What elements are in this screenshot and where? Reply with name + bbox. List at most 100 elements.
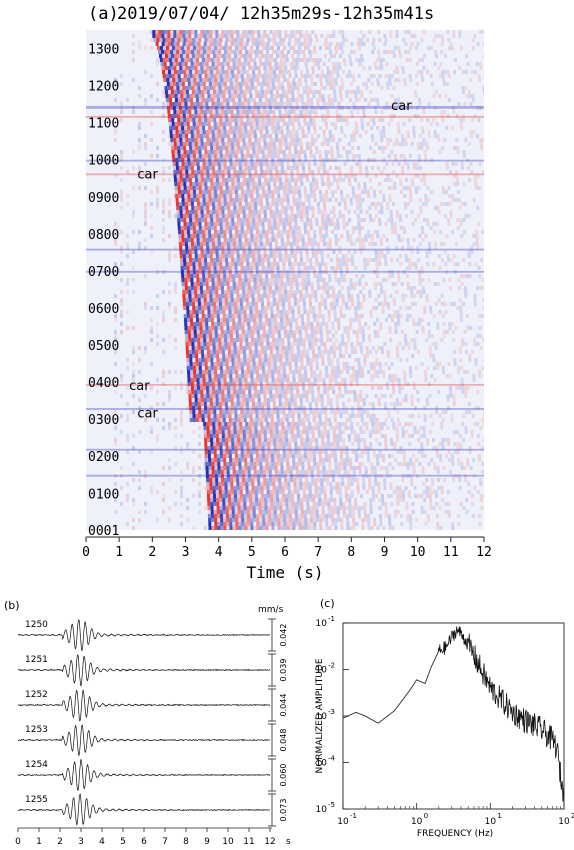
- wave-cell: [214, 134, 218, 138]
- wave-cell: [211, 282, 215, 286]
- wave-cell: [334, 278, 338, 282]
- wave-cell: [246, 218, 250, 222]
- wave-cell: [450, 46, 454, 50]
- wave-cell: [223, 202, 227, 206]
- wave-cell: [449, 170, 453, 174]
- wave-cell: [253, 278, 257, 282]
- wave-cell: [459, 218, 463, 222]
- wave-cell: [168, 250, 171, 254]
- wave-cell: [366, 122, 370, 126]
- wave-cell: [261, 226, 265, 230]
- wave-cell: [210, 150, 214, 154]
- wave-cell: [355, 282, 359, 286]
- wave-cell: [270, 122, 274, 126]
- wave-cell: [262, 106, 266, 110]
- wave-cell: [120, 330, 123, 334]
- wave-cell: [252, 118, 256, 122]
- wave-cell: [264, 154, 268, 158]
- wave-cell: [254, 42, 258, 46]
- wave-cell: [256, 326, 260, 330]
- wave-cell: [261, 270, 265, 274]
- wave-cell: [231, 218, 235, 222]
- wave-cell: [257, 174, 261, 178]
- wave-cell: [196, 230, 200, 234]
- wave-cell: [369, 74, 373, 78]
- wave-cell: [283, 134, 287, 138]
- wave-cell: [295, 242, 299, 246]
- wave-cell: [186, 310, 190, 314]
- wave-cell: [205, 330, 209, 334]
- wave-cell: [241, 322, 245, 326]
- wave-cell: [357, 314, 361, 318]
- wave-cell: [471, 94, 475, 98]
- wave-cell: [271, 334, 275, 338]
- wave-cell: [278, 138, 282, 142]
- wave-cell: [293, 114, 297, 118]
- wave-cell: [309, 262, 313, 266]
- wave-cell: [385, 106, 389, 110]
- wave-cell: [318, 270, 322, 274]
- wave-cell: [199, 242, 203, 246]
- wave-cell: [144, 222, 147, 226]
- wave-cell: [178, 82, 182, 86]
- wave-cell: [215, 142, 219, 146]
- wave-cell: [185, 206, 189, 210]
- wave-cell: [156, 146, 159, 150]
- wave-cell: [299, 294, 303, 298]
- wave-cell: [355, 202, 359, 206]
- wave-cell: [181, 242, 185, 246]
- wave-cell: [235, 322, 239, 326]
- wave-cell: [358, 326, 362, 330]
- wave-cell: [319, 230, 323, 234]
- wave-cell: [203, 90, 207, 94]
- wave-cell: [256, 106, 260, 110]
- wave-cell: [323, 214, 327, 218]
- wave-cell: [168, 38, 172, 42]
- wave-cell: [171, 70, 175, 74]
- wave-cell: [308, 34, 312, 38]
- wave-cell: [206, 178, 210, 182]
- wave-cell: [234, 182, 238, 186]
- wave-cell: [386, 142, 390, 146]
- wave-cell: [267, 182, 271, 186]
- wave-cell: [295, 326, 299, 330]
- wave-cell: [193, 162, 197, 166]
- wave-cell: [231, 186, 235, 190]
- wave-cell: [190, 242, 194, 246]
- wave-cell: [229, 78, 233, 82]
- wave-cell: [218, 110, 222, 114]
- wave-cell: [208, 194, 212, 198]
- wave-cell: [348, 58, 352, 62]
- wave-cell: [250, 82, 254, 86]
- wave-cell: [362, 298, 366, 302]
- wave-cell: [285, 186, 289, 190]
- wave-cell: [399, 262, 403, 266]
- wave-cell: [252, 318, 256, 322]
- wave-cell: [296, 66, 300, 70]
- wave-cell: [241, 230, 245, 234]
- wave-cell: [302, 206, 306, 210]
- wave-cell: [269, 302, 273, 306]
- wave-cell: [302, 338, 306, 342]
- wave-cell: [132, 230, 135, 234]
- wave-cell: [416, 246, 420, 250]
- wave-cell: [386, 246, 390, 250]
- wave-cell: [338, 66, 342, 70]
- wave-cell: [153, 38, 157, 42]
- wave-cell: [202, 234, 206, 238]
- wave-cell: [326, 142, 330, 146]
- wave-cell: [227, 294, 231, 298]
- wave-cell: [359, 210, 363, 214]
- wave-cell: [200, 174, 204, 178]
- wave-cell: [218, 350, 222, 354]
- wave-cell: [197, 42, 201, 46]
- wave-cell: [202, 158, 206, 162]
- wave-cell: [184, 322, 188, 326]
- wave-cell: [470, 246, 474, 250]
- wave-cell: [447, 218, 451, 222]
- wave-cell: [205, 130, 209, 134]
- wave-cell: [222, 118, 226, 122]
- wave-cell: [453, 70, 457, 74]
- wave-cell: [162, 58, 166, 62]
- wave-cell: [340, 274, 344, 278]
